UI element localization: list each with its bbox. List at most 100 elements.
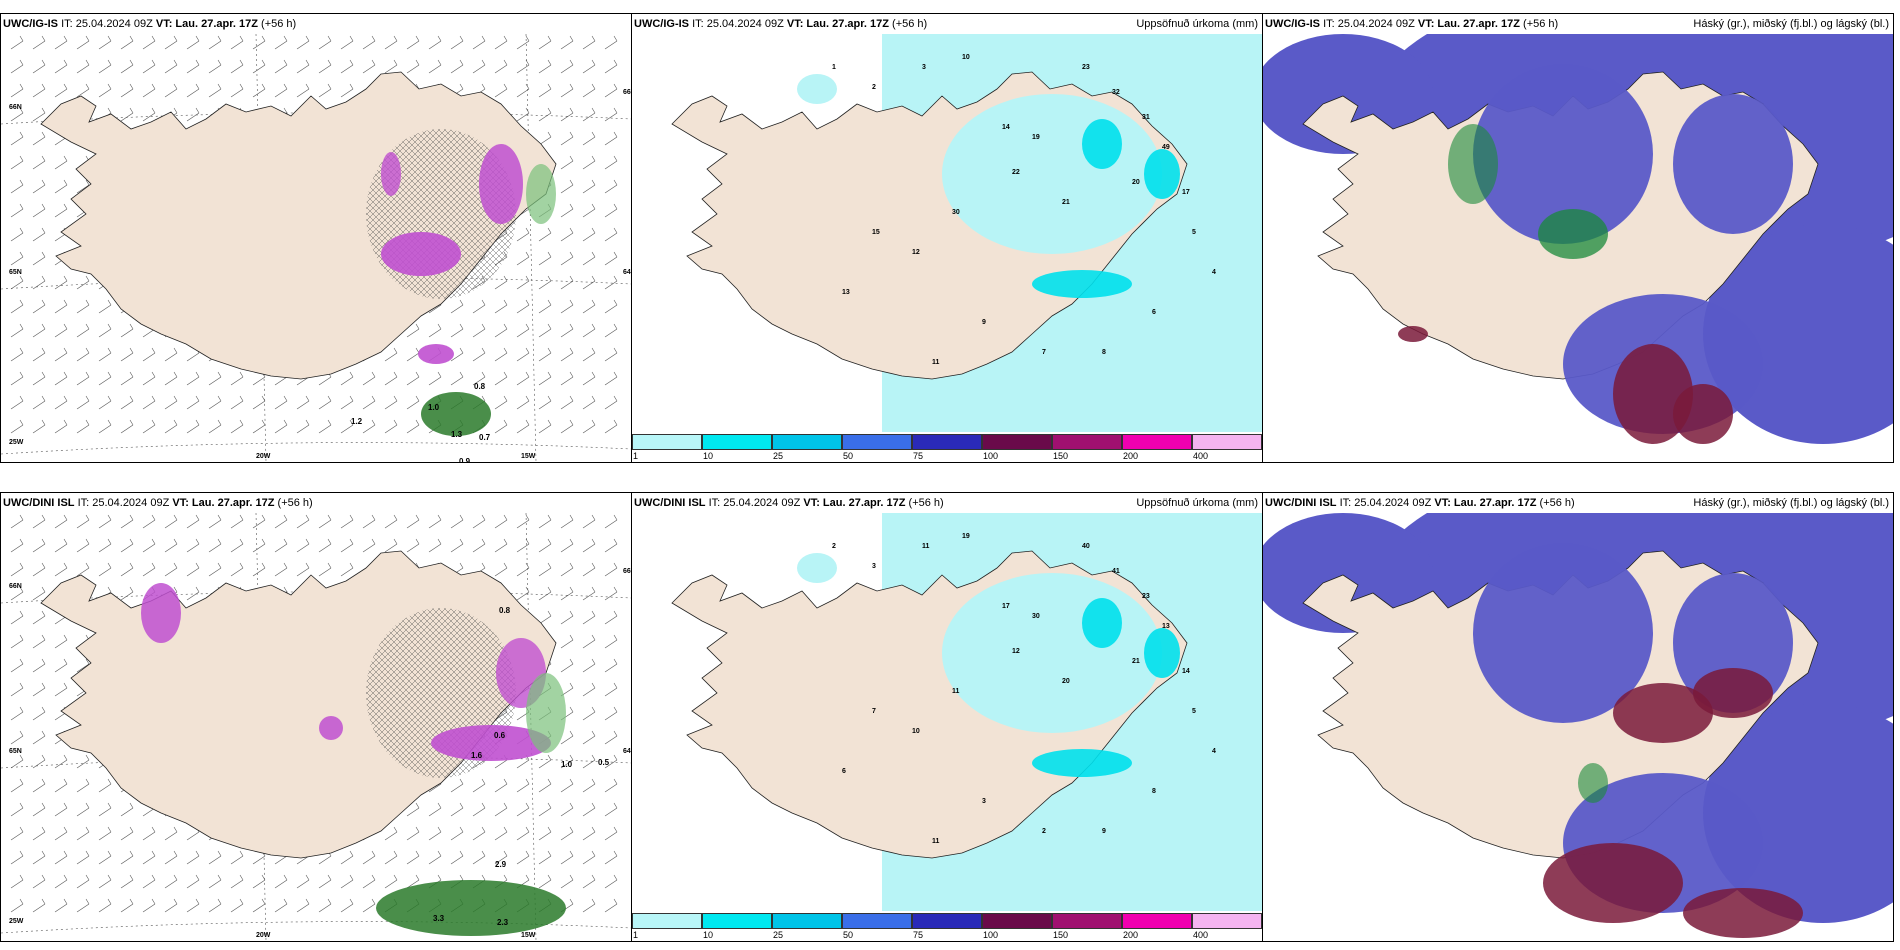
precip-value: 8 xyxy=(1152,788,1156,795)
wind-barb xyxy=(32,610,46,625)
wind-barb xyxy=(274,83,288,98)
wind-barb xyxy=(10,658,24,673)
wind-barb xyxy=(362,874,376,889)
wind-barb xyxy=(406,395,420,410)
precip-region xyxy=(942,94,1162,254)
wind-barb xyxy=(10,155,24,170)
precip-value: 19 xyxy=(962,533,970,540)
wind-barb xyxy=(538,275,552,290)
wind-barb xyxy=(10,131,24,146)
wind-barb xyxy=(54,395,68,410)
wind-barb xyxy=(98,874,112,889)
wind-barb xyxy=(362,395,376,410)
wind-barb xyxy=(494,395,508,410)
wind-barb xyxy=(230,898,244,913)
precip-value: 10 xyxy=(962,54,970,61)
wind-barb xyxy=(604,131,618,146)
wind-barb xyxy=(98,778,112,793)
wind-barb xyxy=(582,754,596,769)
wind-barb xyxy=(32,203,46,218)
wind-barb xyxy=(98,395,112,410)
panel-header: UWC/DINI ISL IT: 25.04.2024 09Z VT: Lau.… xyxy=(3,497,313,509)
wind-barb xyxy=(252,514,266,529)
wind-barb xyxy=(604,179,618,194)
wind-barb xyxy=(76,59,90,74)
wind-barb xyxy=(538,419,552,434)
wind-barb xyxy=(186,59,200,74)
wind-barb xyxy=(76,347,90,362)
wind-barb xyxy=(604,778,618,793)
wind-barb xyxy=(582,155,596,170)
snow-value: 0.9 xyxy=(459,457,471,462)
precip-region-heavy xyxy=(1144,149,1180,199)
wind-barb xyxy=(76,826,90,841)
colorbar-tick: 75 xyxy=(913,451,924,461)
wind-barb xyxy=(296,35,310,50)
precip-value: 3 xyxy=(982,798,986,805)
colorbar-swatch xyxy=(702,913,772,929)
wind-barb xyxy=(230,83,244,98)
wind-barb xyxy=(516,227,530,242)
wind-barb xyxy=(604,35,618,50)
wind-barb xyxy=(76,395,90,410)
panel-snow-dini: UWC/DINI ISL IT: 25.04.2024 09Z VT: Lau.… xyxy=(0,492,632,942)
wind-barb xyxy=(516,778,530,793)
panel-header: UWC/IG-IS IT: 25.04.2024 09Z VT: Lau. 27… xyxy=(1265,18,1559,30)
wind-barb xyxy=(318,514,332,529)
wind-barb xyxy=(494,323,508,338)
wind-barb xyxy=(54,850,68,865)
colorbar-tick: 150 xyxy=(1053,930,1069,940)
wind-barb xyxy=(516,83,530,98)
wind-barb xyxy=(98,898,112,913)
colorbar-swatch xyxy=(632,434,702,450)
colorbar-tick: 50 xyxy=(843,451,854,461)
wind-barb xyxy=(472,802,486,817)
precip-value: 14 xyxy=(1002,124,1010,131)
wind-barb xyxy=(406,514,420,529)
wind-barb xyxy=(274,514,288,529)
wind-barb xyxy=(604,251,618,266)
wind-barb xyxy=(318,83,332,98)
wind-barb xyxy=(54,562,68,577)
wind-barb xyxy=(582,610,596,625)
colorbar-tick: 150 xyxy=(1053,451,1069,461)
wind-barb xyxy=(560,323,574,338)
wind-barb xyxy=(560,227,574,242)
wind-barb xyxy=(296,514,310,529)
precip-value: 19 xyxy=(1032,134,1040,141)
wind-barb xyxy=(406,371,420,386)
wind-barb xyxy=(230,419,244,434)
wind-barb xyxy=(10,874,24,889)
wind-barb xyxy=(604,586,618,601)
wind-barb xyxy=(10,371,24,386)
snow-region xyxy=(319,716,343,740)
wind-barb xyxy=(450,514,464,529)
wind-barb xyxy=(472,850,486,865)
wind-barb xyxy=(538,754,552,769)
wind-barb xyxy=(406,419,420,434)
wind-barb xyxy=(32,778,46,793)
wind-barb xyxy=(142,898,156,913)
colorbar-swatch xyxy=(912,434,982,450)
wind-barb xyxy=(120,347,134,362)
precip-value: 41 xyxy=(1112,568,1120,575)
wind-barb xyxy=(296,419,310,434)
wind-barb xyxy=(560,299,574,314)
wind-barb xyxy=(604,514,618,529)
lon-label-15: 15W xyxy=(521,453,536,460)
wind-barb xyxy=(120,371,134,386)
wind-barb xyxy=(274,59,288,74)
wind-barb xyxy=(32,275,46,290)
wind-barb xyxy=(54,275,68,290)
colorbar-tick: 10 xyxy=(703,930,714,940)
wind-barb xyxy=(54,514,68,529)
wind-barb xyxy=(252,874,266,889)
rain-region xyxy=(526,673,566,753)
wind-barb xyxy=(208,538,222,553)
wind-barb xyxy=(252,395,266,410)
wind-barb xyxy=(516,826,530,841)
colorbar-swatch xyxy=(912,913,982,929)
latitude-line xyxy=(1,442,631,455)
lat-label-65: 65N xyxy=(9,269,22,276)
wind-barb xyxy=(384,347,398,362)
